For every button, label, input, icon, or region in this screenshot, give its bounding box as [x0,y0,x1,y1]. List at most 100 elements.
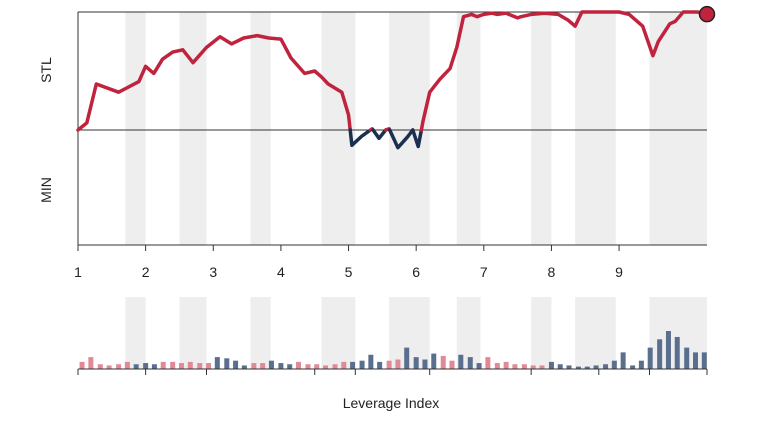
leverage-bar [160,361,166,369]
leverage-bar [440,355,446,369]
leverage-axis [77,368,708,375]
inning-tick-label: 8 [548,264,556,280]
win-probability-inning-shading [125,12,707,245]
leverage-bar [79,361,85,369]
leverage-bar [485,357,491,369]
inning-shade [649,12,707,245]
inning-shade [125,12,146,245]
leverage-bar [413,357,419,369]
leverage-bar [575,366,581,369]
inning-shade [389,297,430,369]
win-probability-line [76,5,716,150]
leverage-bar [106,365,112,369]
win-probability-segment-stl [419,10,709,132]
leverage-bar [287,364,293,369]
leverage-bar [214,357,220,369]
leverage-bar [224,358,230,369]
final-marker [698,5,716,23]
leverage-bar [548,361,554,369]
win-probability-segment-stl [76,33,352,132]
leverage-bar [603,364,609,369]
inning-shade [250,297,271,369]
leverage-bar [268,360,274,369]
leverage-bar [539,365,545,369]
leverage-bar [494,363,500,369]
leverage-bar [503,361,509,369]
inning-tick-label: 3 [209,264,217,280]
leverage-axis-title: Leverage Index [343,395,440,411]
leverage-bar [197,363,203,369]
inning-axis: 1 2 3 4 5 6 7 8 9 [74,245,623,280]
leverage-bar [377,361,383,369]
inning-tick-label: 9 [615,264,623,280]
win-probability-segment-min [348,128,373,148]
leverage-bar [241,365,247,369]
inning-shade [456,12,481,245]
inning-shade [531,297,552,369]
leverage-bar [593,365,599,369]
leverage-bar [295,361,301,369]
leverage-bar [647,347,653,369]
leverage-bar [323,365,329,369]
leverage-bar [449,360,455,369]
leverage-bar [359,360,365,369]
leverage-bar [584,366,590,369]
leverage-bar [151,364,157,369]
leverage-bar [512,364,518,369]
win-probability-segment-min [371,128,388,141]
leverage-bar [620,352,626,369]
leverage-bar [170,361,176,369]
inning-shade [179,12,207,245]
leverage-bar [368,354,374,369]
leverage-bar [341,361,347,369]
inning-tick-label: 2 [142,264,150,280]
leverage-bar [278,363,284,369]
leverage-bar [630,365,636,369]
leverage-bar [521,364,527,369]
leverage-bar [458,354,464,369]
inning-shade [531,12,552,245]
inning-tick-label: 6 [412,264,420,280]
win-probability-segment-min [411,128,424,149]
leverage-bar [611,360,617,369]
team-top-label: STL [38,57,54,83]
leverage-bar [305,364,311,369]
leverage-bar [178,363,184,369]
leverage-bar [566,365,572,369]
leverage-bar [657,339,663,369]
leverage-bar [260,363,266,369]
inning-shade [321,297,356,369]
leverage-bar [332,364,338,369]
leverage-bars [79,331,707,369]
leverage-bar [476,363,482,369]
leverage-bar [206,363,212,369]
inning-tick-label: 4 [277,264,285,280]
inning-shade [389,12,430,245]
leverage-bar [233,360,239,369]
leverage-bar [97,364,103,369]
inning-tick-label: 7 [480,264,488,280]
leverage-bar [143,363,149,369]
leverage-bar [693,352,699,369]
leverage-bar [422,359,428,369]
leverage-bar [467,357,473,369]
leverage-bar [124,361,130,369]
inning-shade [125,297,146,369]
inning-shade [456,297,481,369]
inning-shade [575,12,616,245]
inning-tick-label: 5 [345,264,353,280]
leverage-bar [431,353,437,369]
leverage-bar [251,363,257,369]
inning-shade [179,297,207,369]
leverage-bar [701,352,707,369]
leverage-bar [638,360,644,369]
leverage-bar [395,359,401,369]
win-probability-segment-min [387,128,415,150]
leverage-bar [116,364,122,369]
team-bottom-label: MIN [38,177,54,203]
leverage-bar [404,347,410,369]
leverage-bar [88,357,94,369]
leverage-bar [187,361,193,369]
leverage-bar [674,336,680,369]
